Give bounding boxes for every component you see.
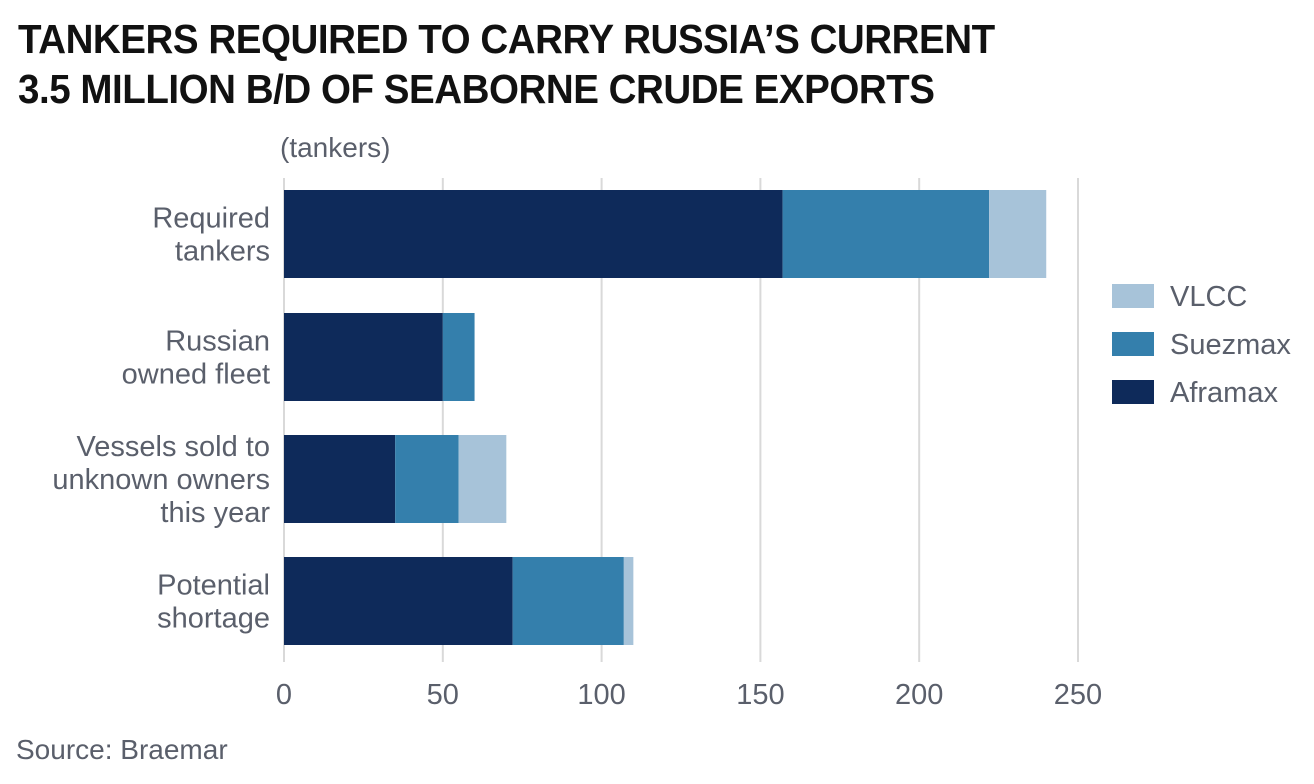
chart-title: TANKERS REQUIRED TO CARRY RUSSIA’S CURRE… [18,14,1221,114]
category-label-2-0: Vessels sold to [77,431,270,463]
category-label-1-1: owned fleet [122,359,270,391]
bar-suezmax-2 [395,435,459,523]
unit-label: (tankers) [280,132,390,163]
category-label-2-2: this year [160,497,270,529]
x-tick-250: 250 [1054,679,1102,711]
bar-aframax-2 [284,435,396,523]
bar-aframax-1 [284,313,443,401]
bar-aframax-3 [284,557,513,645]
category-label-0-0: Required [152,203,270,235]
x-tick-100: 100 [577,679,625,711]
x-tick-150: 150 [736,679,784,711]
category-label-1-0: Russian [165,326,270,358]
source-note: Source: Braemar [16,734,228,765]
legend-swatch-vlcc [1112,284,1154,308]
bars [284,190,1047,645]
bar-vlcc-0 [989,190,1047,278]
bar-suezmax-3 [512,557,624,645]
legend: VLCC Suezmax Aframax [1112,281,1291,409]
x-tick-0: 0 [276,679,292,711]
bar-suezmax-1 [442,313,475,401]
x-tick-200: 200 [895,679,943,711]
category-label-0-1: tankers [175,236,270,268]
bar-vlcc-2 [458,435,507,523]
bar-suezmax-0 [782,190,990,278]
legend-swatch-suezmax [1112,332,1154,356]
legend-swatch-aframax [1112,380,1154,404]
category-label-3-1: shortage [157,603,270,635]
chart-title-line-2: 3.5 MILLION B/D OF SEABORNE CRUDE EXPORT… [18,66,935,112]
legend-label-suezmax: Suezmax [1170,329,1291,361]
legend-label-aframax: Aframax [1170,377,1278,409]
x-tick-50: 50 [427,679,459,711]
chart-title-line-1: TANKERS REQUIRED TO CARRY RUSSIA’S CURRE… [18,16,995,62]
x-tick-labels: 0 50 100 150 200 250 [276,679,1102,711]
category-label-3-0: Potential [157,570,270,602]
bar-vlcc-3 [623,557,634,645]
category-label-2-1: unknown owners [52,464,270,496]
legend-label-vlcc: VLCC [1170,281,1247,313]
bar-aframax-0 [284,190,783,278]
